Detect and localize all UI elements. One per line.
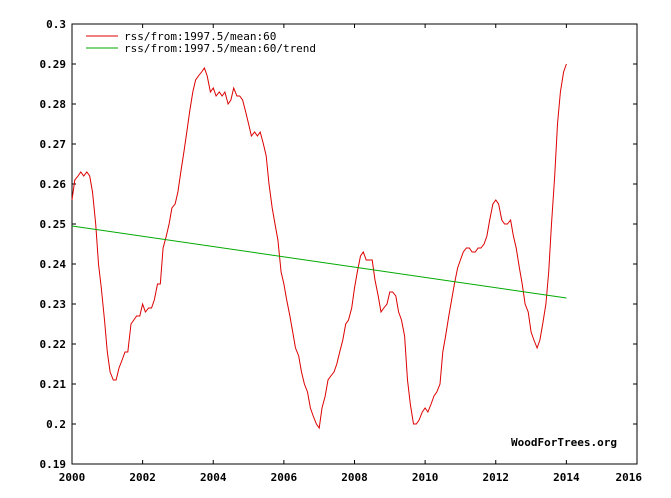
y-tick-label: 0.21 [40, 378, 67, 391]
y-tick-label: 0.25 [40, 218, 67, 231]
x-tick-label: 2014 [553, 471, 580, 484]
legend-label-2: rss/from:1997.5/mean:60/trend [124, 42, 316, 55]
x-tick-label: 2004 [200, 471, 227, 484]
legend-label-1: rss/from:1997.5/mean:60 [124, 30, 276, 43]
y-tick-label: 0.29 [40, 58, 67, 71]
y-tick-label: 0.3 [46, 18, 66, 31]
legend: rss/from:1997.5/mean:60rss/from:1997.5/m… [86, 30, 316, 55]
x-tick-label: 2010 [412, 471, 439, 484]
series-line-1 [71, 63, 567, 430]
x-tick-label: 2002 [129, 471, 156, 484]
y-tick-label: 0.19 [40, 458, 67, 471]
series-layer [71, 63, 567, 430]
y-tick-label: 0.2 [46, 418, 66, 431]
x-tick-label: 2008 [341, 471, 368, 484]
x-tick-label: 2000 [59, 471, 86, 484]
y-tick-label: 0.23 [40, 298, 67, 311]
y-tick-label: 0.28 [40, 98, 67, 111]
x-axis: 2000 2002 2004 2006 2008 2010 2012 2014 2016 [59, 24, 643, 484]
series-line-2 [71, 225, 567, 299]
credit-label: WoodForTrees.org [511, 436, 617, 449]
x-tick-label: 2006 [271, 471, 298, 484]
y-tick-label: 0.22 [40, 338, 67, 351]
x-tick-label: 2012 [483, 471, 510, 484]
y-tick-label: 0.24 [40, 258, 67, 271]
x-tick-label: 2016 [616, 471, 643, 484]
plot-frame [71, 23, 638, 465]
y-tick-label: 0.26 [40, 178, 67, 191]
y-tick-label: 0.27 [40, 138, 67, 151]
y-axis: 0.19 0.2 0.21 0.22 0.23 0.24 0.25 0.26 0.27 0.28 0… [40, 18, 637, 471]
